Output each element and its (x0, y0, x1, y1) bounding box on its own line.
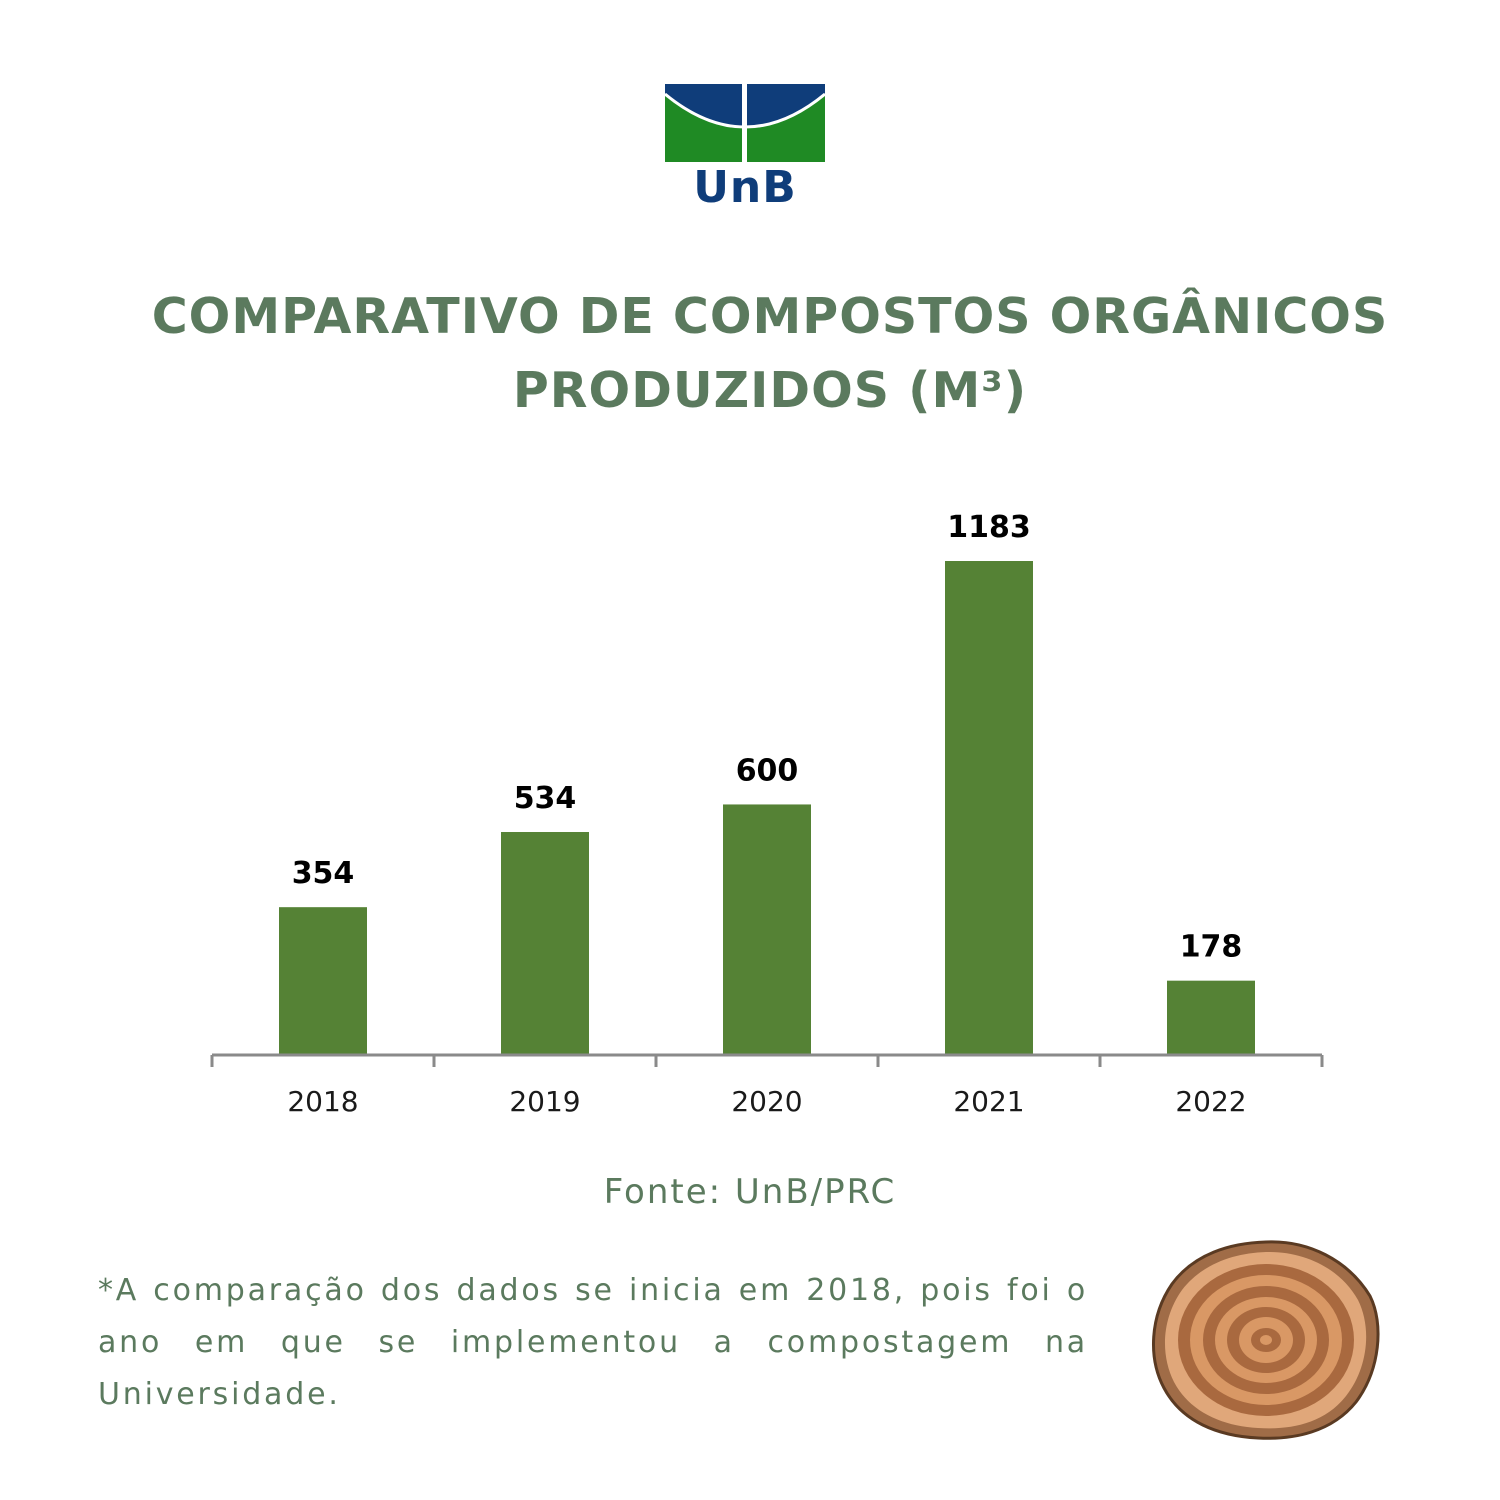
data-label-2018: 354 (292, 856, 355, 891)
footnote-text: *A comparação dos dados se inicia em 201… (98, 1273, 1088, 1412)
unb-logo: UnB (664, 84, 826, 214)
data-label-2021: 1183 (947, 510, 1031, 545)
bar-2019 (501, 832, 589, 1055)
bar-2021 (945, 561, 1033, 1055)
data-label-2019: 534 (514, 781, 577, 816)
data-label-2020: 600 (736, 753, 799, 788)
unb-logo-text: UnB (693, 162, 797, 213)
x-tick-label-2019: 2019 (509, 1085, 580, 1118)
x-tick-label-2020: 2020 (731, 1085, 802, 1118)
chart-title: COMPARATIVO DE COMPOSTOS ORGÂNICOS PRODU… (60, 280, 1480, 428)
bar-2022 (1167, 980, 1255, 1055)
chart-title-line-1: COMPARATIVO DE COMPOSTOS ORGÂNICOS (151, 288, 1389, 345)
tree-stump-icon (1152, 1240, 1380, 1440)
bar-2018 (279, 907, 367, 1055)
x-tick-label-2021: 2021 (953, 1085, 1024, 1118)
bar-2020 (723, 804, 811, 1055)
x-tick-label-2022: 2022 (1175, 1085, 1246, 1118)
bar-chart: 354 2018 534 2019 600 2020 1183 2021 178 2022 (210, 510, 1324, 1118)
data-label-2022: 178 (1180, 930, 1243, 965)
unb-emblem-icon (664, 84, 826, 162)
x-tick-label-2018: 2018 (287, 1085, 358, 1118)
chart-title-line-2: PRODUZIDOS (M³) (512, 362, 1028, 419)
source-text: Fonte: UnB/PRC (603, 1172, 897, 1212)
